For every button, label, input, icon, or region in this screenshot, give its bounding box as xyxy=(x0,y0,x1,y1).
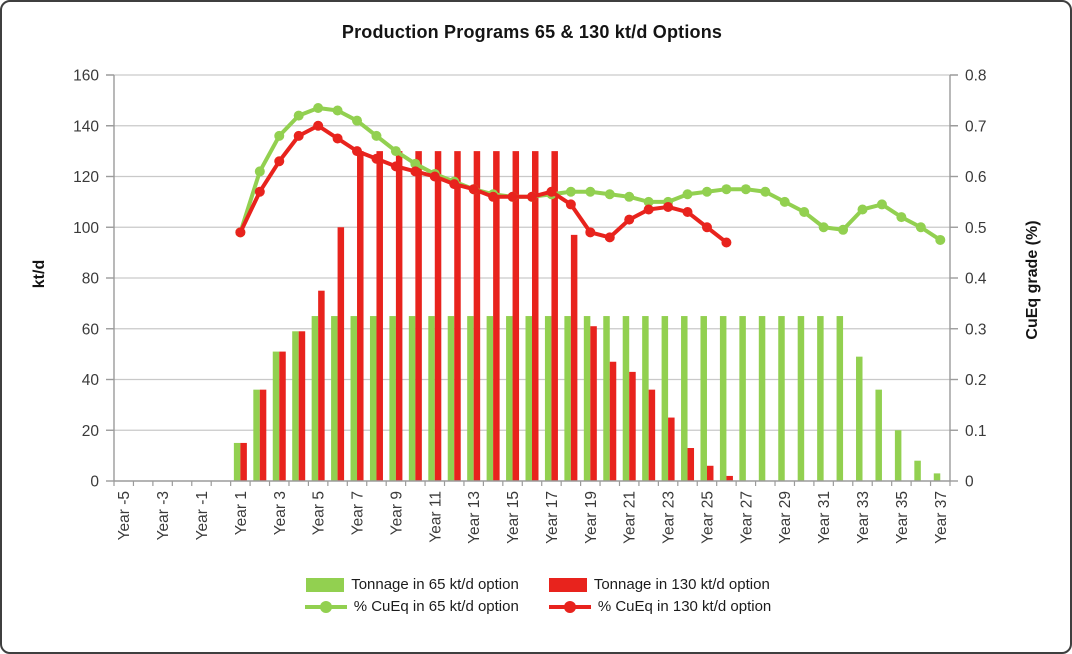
svg-text:Year 37: Year 37 xyxy=(933,491,950,544)
svg-text:Year 1: Year 1 xyxy=(233,491,250,535)
svg-text:Year 19: Year 19 xyxy=(583,491,600,544)
legend-label-cueq-130: % CuEq in 130 kt/d option xyxy=(597,598,772,615)
svg-text:0.2: 0.2 xyxy=(965,372,987,389)
svg-text:0.3: 0.3 xyxy=(965,321,987,338)
legend-item-tonnage-130: Tonnage in 130 kt/d option xyxy=(548,576,770,593)
svg-text:Year 7: Year 7 xyxy=(350,491,367,535)
svg-text:0.1: 0.1 xyxy=(965,423,987,440)
svg-text:Year 35: Year 35 xyxy=(894,491,911,544)
svg-text:Year -5: Year -5 xyxy=(116,491,133,540)
tonnage-65-bars xyxy=(233,316,941,481)
legend-item-cueq-65: % CuEq in 65 kt/d option xyxy=(304,598,519,615)
legend-item-cueq-130: % CuEq in 130 kt/d option xyxy=(548,598,772,615)
legend-row-cueq: % CuEq in 65 kt/d option % CuEq in 130 k… xyxy=(304,598,772,615)
svg-text:Year 11: Year 11 xyxy=(427,491,444,543)
svg-text:0.5: 0.5 xyxy=(965,220,987,237)
svg-text:Year 23: Year 23 xyxy=(661,491,678,544)
svg-text:0.4: 0.4 xyxy=(965,271,987,288)
cueq-130-line-swatch-icon xyxy=(548,600,591,613)
cueq-130-line xyxy=(235,120,732,248)
legend-item-tonnage-65: Tonnage in 65 kt/d option xyxy=(306,576,519,593)
svg-text:Year -1: Year -1 xyxy=(194,491,211,540)
svg-text:Year 21: Year 21 xyxy=(622,491,639,544)
svg-text:140: 140 xyxy=(73,118,99,135)
left-axis-labels: 0 20 40 60 80 100 120 140 160 xyxy=(73,68,99,491)
svg-text:Year 27: Year 27 xyxy=(738,491,755,544)
svg-text:Year 3: Year 3 xyxy=(272,491,289,535)
cueq-130-marker-icon xyxy=(563,600,576,613)
svg-text:Year 25: Year 25 xyxy=(699,491,716,544)
axes xyxy=(106,74,958,486)
svg-text:60: 60 xyxy=(82,321,100,338)
svg-text:40: 40 xyxy=(82,372,100,389)
tonnage-65-swatch-icon xyxy=(306,577,345,592)
svg-text:80: 80 xyxy=(82,271,100,288)
svg-text:Year 31: Year 31 xyxy=(816,491,833,544)
svg-text:Year 29: Year 29 xyxy=(777,491,794,544)
svg-text:Year 17: Year 17 xyxy=(544,491,561,544)
cueq-65-marker-icon xyxy=(319,600,332,613)
svg-text:Year 15: Year 15 xyxy=(505,491,522,544)
legend: Tonnage in 65 kt/d option Tonnage in 130… xyxy=(2,576,1070,615)
legend-label-cueq-65: % CuEq in 65 kt/d option xyxy=(353,598,519,615)
svg-text:Year 33: Year 33 xyxy=(855,491,872,544)
chart-title: Production Programs 65 & 130 kt/d Option… xyxy=(341,22,723,42)
svg-text:0: 0 xyxy=(965,474,974,491)
svg-text:Year 9: Year 9 xyxy=(388,491,405,535)
cueq-65-line xyxy=(235,102,946,245)
svg-text:160: 160 xyxy=(73,68,99,85)
cueq-65-line-swatch-icon xyxy=(304,600,347,613)
svg-text:100: 100 xyxy=(73,220,99,237)
legend-label-tonnage-65: Tonnage in 65 kt/d option xyxy=(351,576,519,593)
svg-text:120: 120 xyxy=(73,169,99,186)
svg-text:Year 5: Year 5 xyxy=(311,491,328,535)
legend-label-tonnage-130: Tonnage in 130 kt/d option xyxy=(593,576,770,593)
svg-text:0.7: 0.7 xyxy=(965,118,987,135)
x-axis-labels: Year -5 Year -3 Year -1 Year 1 Year 3 Year 5 Y… xyxy=(116,491,950,544)
svg-text:20: 20 xyxy=(82,423,100,440)
svg-text:0.8: 0.8 xyxy=(965,68,987,85)
legend-row-tonnage: Tonnage in 65 kt/d option Tonnage in 130… xyxy=(306,576,770,593)
svg-text:Year -3: Year -3 xyxy=(155,491,172,540)
tonnage-130-swatch-icon xyxy=(548,577,587,592)
tonnage-130-bars xyxy=(240,151,733,481)
svg-text:0: 0 xyxy=(90,474,99,491)
svg-text:Year 13: Year 13 xyxy=(466,491,483,544)
right-axis-labels: 0 0.1 0.2 0.3 0.4 0.5 0.6 0.7 0.8 xyxy=(965,68,987,491)
svg-text:0.6: 0.6 xyxy=(965,169,987,186)
